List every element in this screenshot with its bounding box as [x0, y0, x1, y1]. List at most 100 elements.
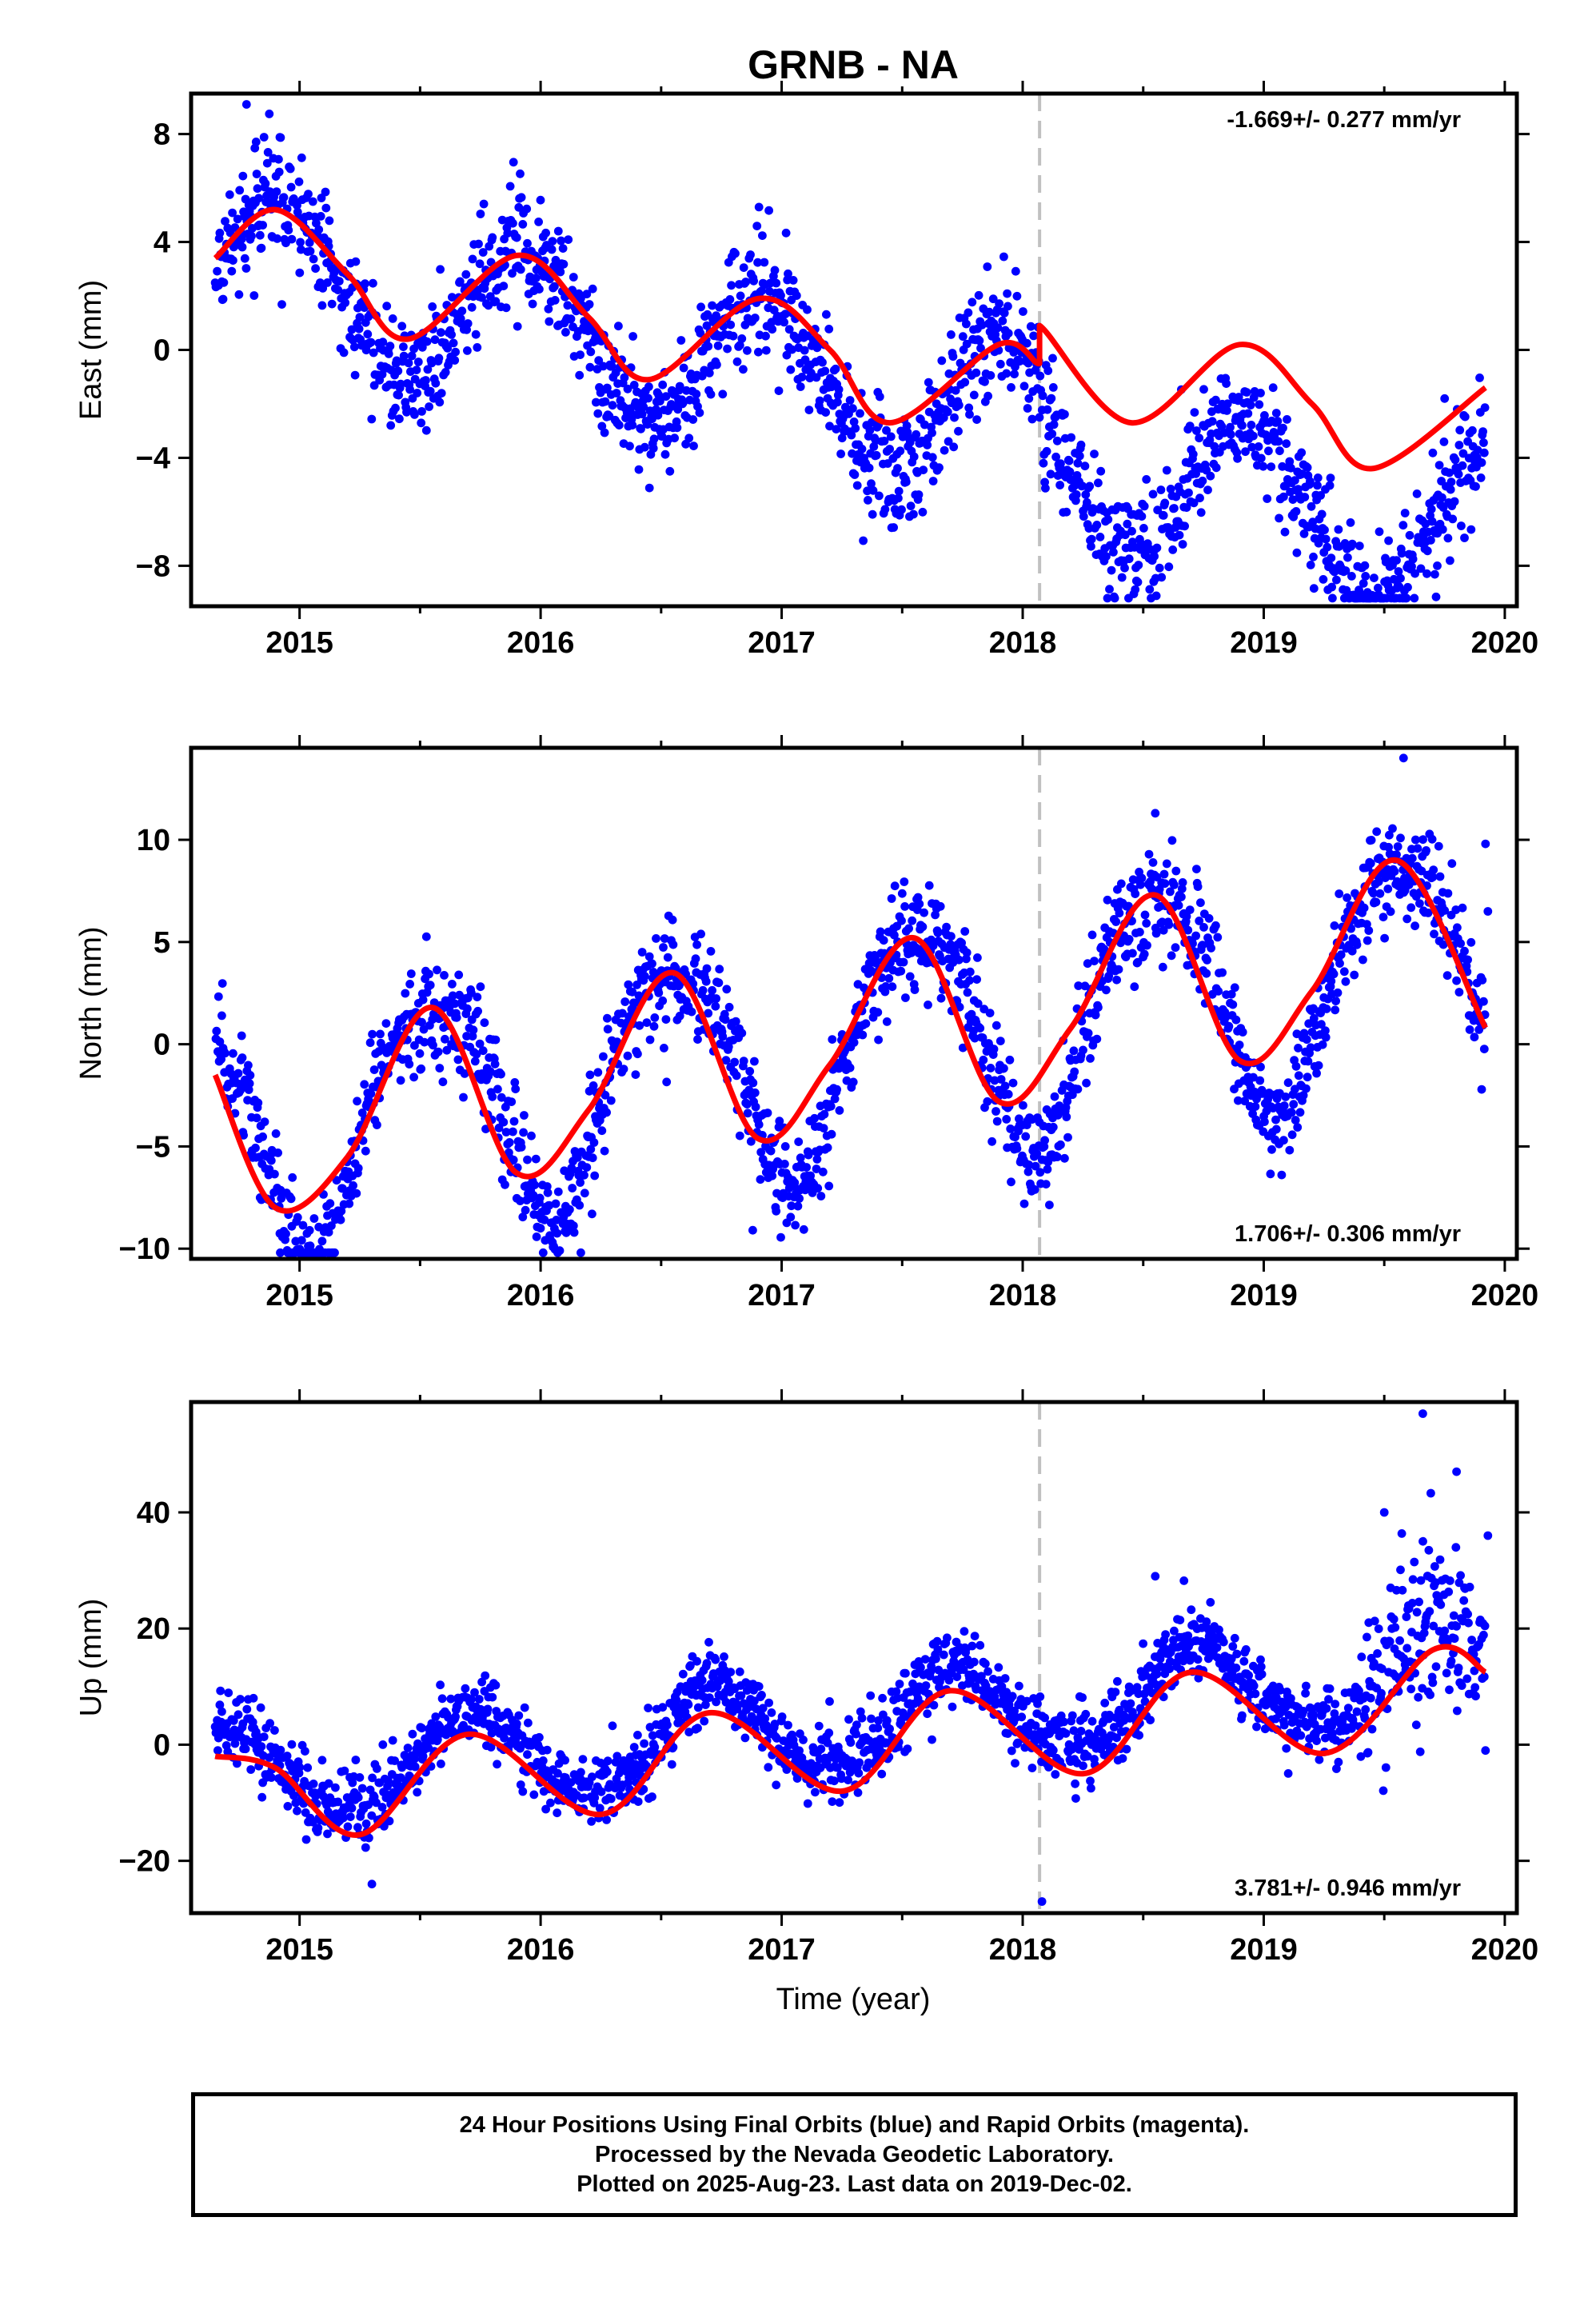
data-point [451, 1712, 460, 1721]
data-point [1375, 889, 1385, 898]
data-point [816, 1744, 826, 1754]
data-point [739, 1057, 748, 1065]
data-point [1303, 463, 1312, 472]
y-tick-label: −5 [136, 1130, 170, 1164]
data-point [1447, 859, 1457, 869]
data-point [824, 325, 834, 334]
data-point [1170, 504, 1179, 513]
data-point [1374, 877, 1383, 886]
data-point [514, 202, 524, 212]
data-point [531, 1154, 541, 1164]
data-point [1166, 887, 1175, 897]
data-point [864, 463, 874, 473]
data-point [867, 1714, 876, 1724]
data-point [417, 1724, 426, 1733]
data-point [417, 342, 427, 352]
data-point [1323, 542, 1332, 552]
data-point [1070, 1067, 1079, 1077]
data-point [890, 881, 900, 891]
data-point [897, 505, 906, 514]
data-point [637, 948, 647, 957]
data-point [792, 291, 801, 300]
data-point [1012, 1144, 1022, 1153]
data-point [896, 966, 906, 976]
data-point [336, 1215, 345, 1224]
data-point [520, 1703, 529, 1712]
data-point [587, 1817, 596, 1826]
data-point [650, 1013, 660, 1022]
data-point [1277, 1170, 1287, 1180]
data-point [1331, 1005, 1340, 1015]
data-point [555, 1246, 565, 1256]
data-point [1185, 421, 1195, 430]
data-point [1000, 1081, 1010, 1091]
data-point [795, 1194, 804, 1203]
data-point [757, 286, 766, 296]
data-point [825, 1697, 834, 1706]
data-point [874, 1716, 883, 1725]
data-point [739, 365, 748, 374]
data-point [367, 1811, 377, 1820]
data-point [1164, 562, 1174, 572]
data-point [1326, 473, 1335, 482]
data-point [859, 536, 868, 545]
data-point [851, 424, 860, 433]
data-point [1477, 1085, 1486, 1094]
data-point [711, 1001, 720, 1011]
data-point [764, 1698, 773, 1708]
data-point [1023, 404, 1032, 413]
data-point [608, 401, 617, 410]
data-point [1015, 1681, 1023, 1691]
data-point [1167, 836, 1177, 845]
data-point [824, 1728, 834, 1738]
data-point [568, 1184, 577, 1192]
data-point [618, 1009, 627, 1018]
data-point [724, 1002, 734, 1012]
data-point [427, 358, 437, 368]
data-point [828, 1797, 837, 1807]
data-point [1135, 928, 1144, 937]
data-point [1124, 935, 1134, 944]
data-point [491, 1680, 501, 1690]
data-point [810, 1113, 819, 1123]
data-point [1188, 449, 1198, 459]
data-point [697, 1676, 707, 1685]
y-axis-label: East (mm) [74, 280, 108, 420]
data-point [668, 940, 678, 949]
data-point [1415, 899, 1424, 908]
data-point [532, 1232, 541, 1241]
data-point [224, 1688, 233, 1698]
data-point [1371, 897, 1381, 907]
data-point [1095, 533, 1105, 541]
data-point [585, 1070, 595, 1080]
data-point [845, 1063, 855, 1073]
data-point [1204, 913, 1214, 923]
data-point [524, 1718, 533, 1728]
data-point [822, 310, 831, 319]
data-point [984, 307, 994, 317]
data-point [1071, 1779, 1079, 1788]
x-tick-label: 2020 [1471, 626, 1539, 660]
data-point [985, 1009, 995, 1017]
data-point [1191, 931, 1200, 941]
data-point [654, 989, 664, 997]
data-point [623, 1051, 632, 1061]
data-point-outlier [1483, 907, 1493, 916]
data-point [441, 368, 450, 377]
data-point [972, 415, 981, 424]
data-point [1062, 507, 1071, 517]
data-point [648, 1731, 657, 1740]
data-point [1258, 1089, 1267, 1098]
data-point [996, 1037, 1005, 1045]
data-point [1092, 1034, 1102, 1044]
data-point [1105, 585, 1114, 594]
data-point [706, 947, 716, 956]
data-point [1445, 468, 1454, 477]
data-point [467, 302, 477, 312]
data-point [935, 463, 944, 473]
data-point [338, 1184, 347, 1193]
data-point [761, 331, 770, 341]
data-point [582, 290, 592, 299]
data-point [1400, 509, 1410, 517]
data-point [512, 1720, 521, 1728]
